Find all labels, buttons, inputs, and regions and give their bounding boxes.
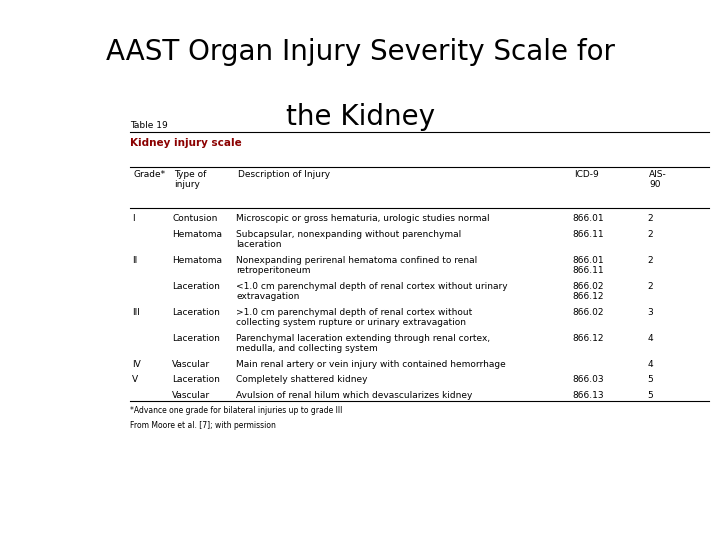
Text: 866.01: 866.01 bbox=[572, 214, 604, 224]
Text: Hematoma: Hematoma bbox=[172, 230, 222, 239]
Text: Completely shattered kidney: Completely shattered kidney bbox=[236, 375, 368, 384]
Text: 866.03: 866.03 bbox=[572, 375, 604, 384]
Text: 4: 4 bbox=[647, 360, 653, 369]
Text: Laceration: Laceration bbox=[172, 282, 220, 291]
Text: IV: IV bbox=[132, 360, 140, 369]
Text: Contusion: Contusion bbox=[172, 214, 217, 224]
Text: the Kidney: the Kidney bbox=[286, 103, 434, 131]
Text: 5: 5 bbox=[647, 375, 653, 384]
Text: 866.12: 866.12 bbox=[572, 334, 604, 343]
Text: III: III bbox=[132, 308, 140, 317]
Text: ICD-9: ICD-9 bbox=[574, 170, 598, 179]
Text: AAST Organ Injury Severity Scale for: AAST Organ Injury Severity Scale for bbox=[106, 38, 614, 66]
Text: Microscopic or gross hematuria, urologic studies normal: Microscopic or gross hematuria, urologic… bbox=[236, 214, 490, 224]
Text: 866.13: 866.13 bbox=[572, 391, 604, 400]
Text: Nonexpanding perirenal hematoma confined to renal
retroperitoneum: Nonexpanding perirenal hematoma confined… bbox=[236, 256, 477, 275]
Text: Grade*: Grade* bbox=[133, 170, 166, 179]
Text: 4: 4 bbox=[647, 334, 653, 343]
Text: Main renal artery or vein injury with contained hemorrhage: Main renal artery or vein injury with co… bbox=[236, 360, 506, 369]
Text: 5: 5 bbox=[647, 391, 653, 400]
Text: Hematoma: Hematoma bbox=[172, 256, 222, 265]
Text: Subcapsular, nonexpanding without parenchymal
laceration: Subcapsular, nonexpanding without parenc… bbox=[236, 230, 462, 249]
Text: 2: 2 bbox=[647, 256, 653, 265]
Text: 2: 2 bbox=[647, 230, 653, 239]
Text: >1.0 cm parenchymal depth of renal cortex without
collecting system rupture or u: >1.0 cm parenchymal depth of renal corte… bbox=[236, 308, 472, 327]
Text: Vascular: Vascular bbox=[172, 391, 210, 400]
Text: <1.0 cm parenchymal depth of renal cortex without urinary
extravagation: <1.0 cm parenchymal depth of renal corte… bbox=[236, 282, 508, 301]
Text: Avulsion of renal hilum which devascularizes kidney: Avulsion of renal hilum which devascular… bbox=[236, 391, 472, 400]
Text: Vascular: Vascular bbox=[172, 360, 210, 369]
Text: II: II bbox=[132, 256, 137, 265]
Text: 2: 2 bbox=[647, 214, 653, 224]
Text: 2: 2 bbox=[647, 282, 653, 291]
Text: 3: 3 bbox=[647, 308, 653, 317]
Text: *Advance one grade for bilateral injuries up to grade III: *Advance one grade for bilateral injurie… bbox=[130, 406, 342, 415]
Text: 866.11: 866.11 bbox=[572, 230, 604, 239]
Text: From Moore et al. [7]; with permission: From Moore et al. [7]; with permission bbox=[130, 421, 276, 430]
Text: Laceration: Laceration bbox=[172, 334, 220, 343]
Text: Parenchymal laceration extending through renal cortex,
medulla, and collecting s: Parenchymal laceration extending through… bbox=[236, 334, 490, 353]
Text: V: V bbox=[132, 375, 138, 384]
Text: I: I bbox=[132, 214, 135, 224]
Text: 866.01
866.11: 866.01 866.11 bbox=[572, 256, 604, 275]
Text: Type of
injury: Type of injury bbox=[174, 170, 206, 189]
Text: Laceration: Laceration bbox=[172, 308, 220, 317]
Text: 866.02: 866.02 bbox=[572, 308, 604, 317]
Text: Kidney injury scale: Kidney injury scale bbox=[130, 138, 241, 148]
Text: Description of Injury: Description of Injury bbox=[238, 170, 330, 179]
Text: 866.02
866.12: 866.02 866.12 bbox=[572, 282, 604, 301]
Text: Laceration: Laceration bbox=[172, 375, 220, 384]
Text: Table 19: Table 19 bbox=[130, 120, 167, 130]
Text: AIS-
90: AIS- 90 bbox=[649, 170, 667, 189]
